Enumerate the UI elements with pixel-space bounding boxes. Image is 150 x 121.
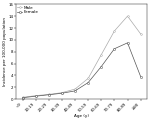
Legend: Male, Female: Male, Female (17, 5, 39, 15)
X-axis label: Age (y): Age (y) (74, 114, 89, 118)
Y-axis label: Incidence per 100,000 population: Incidence per 100,000 population (3, 17, 7, 86)
